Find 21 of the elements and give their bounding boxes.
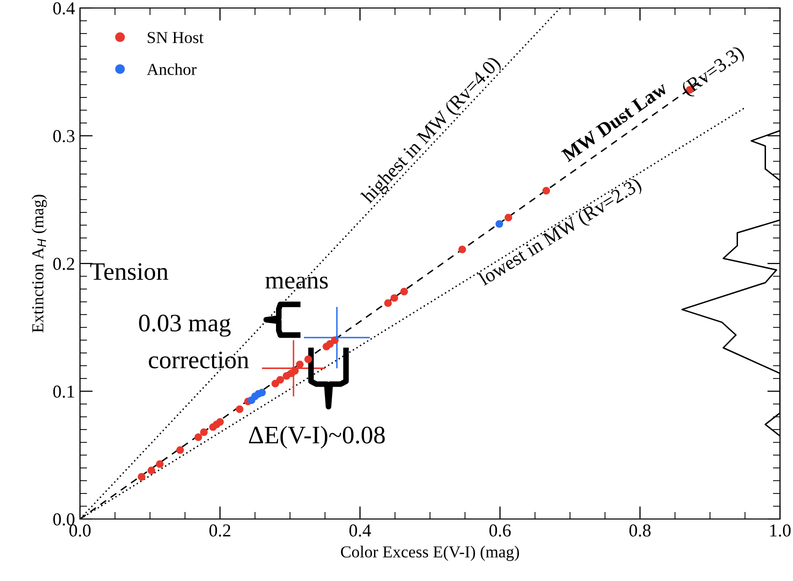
legend-label: Anchor — [146, 63, 197, 76]
y-axis-title: Extinction A$_{H}$ (mag) — [32, 194, 47, 333]
y-tick-label: 0.3 — [53, 130, 74, 142]
x-tick-label: 0.8 — [629, 524, 651, 537]
annotation: MW Dust Law — [561, 80, 668, 162]
x-tick-label: 0.6 — [489, 524, 511, 537]
x-tick-label: 0.2 — [209, 524, 230, 537]
x-tick-label: 0.0 — [69, 524, 91, 537]
y-tick-label: 0.1 — [53, 386, 74, 398]
y-tick-label: 0.2 — [53, 258, 74, 270]
annotation: Tension — [90, 263, 168, 280]
y-tick-label: 0.4 — [53, 2, 75, 15]
annotation: 0.03 mag — [139, 314, 231, 337]
annotation: means — [265, 276, 328, 289]
x-axis-title: Color Excess E(V-I) (mag) — [340, 546, 519, 561]
annotation: ΔE(V-I)~0.08 — [248, 426, 385, 449]
y-tick-label: 0.0 — [53, 513, 74, 526]
x-tick-label: 1.0 — [770, 524, 791, 537]
legend-label: SN Host — [148, 32, 204, 44]
annotation: correction — [148, 352, 249, 368]
x-tick-label: 0.4 — [349, 524, 372, 537]
